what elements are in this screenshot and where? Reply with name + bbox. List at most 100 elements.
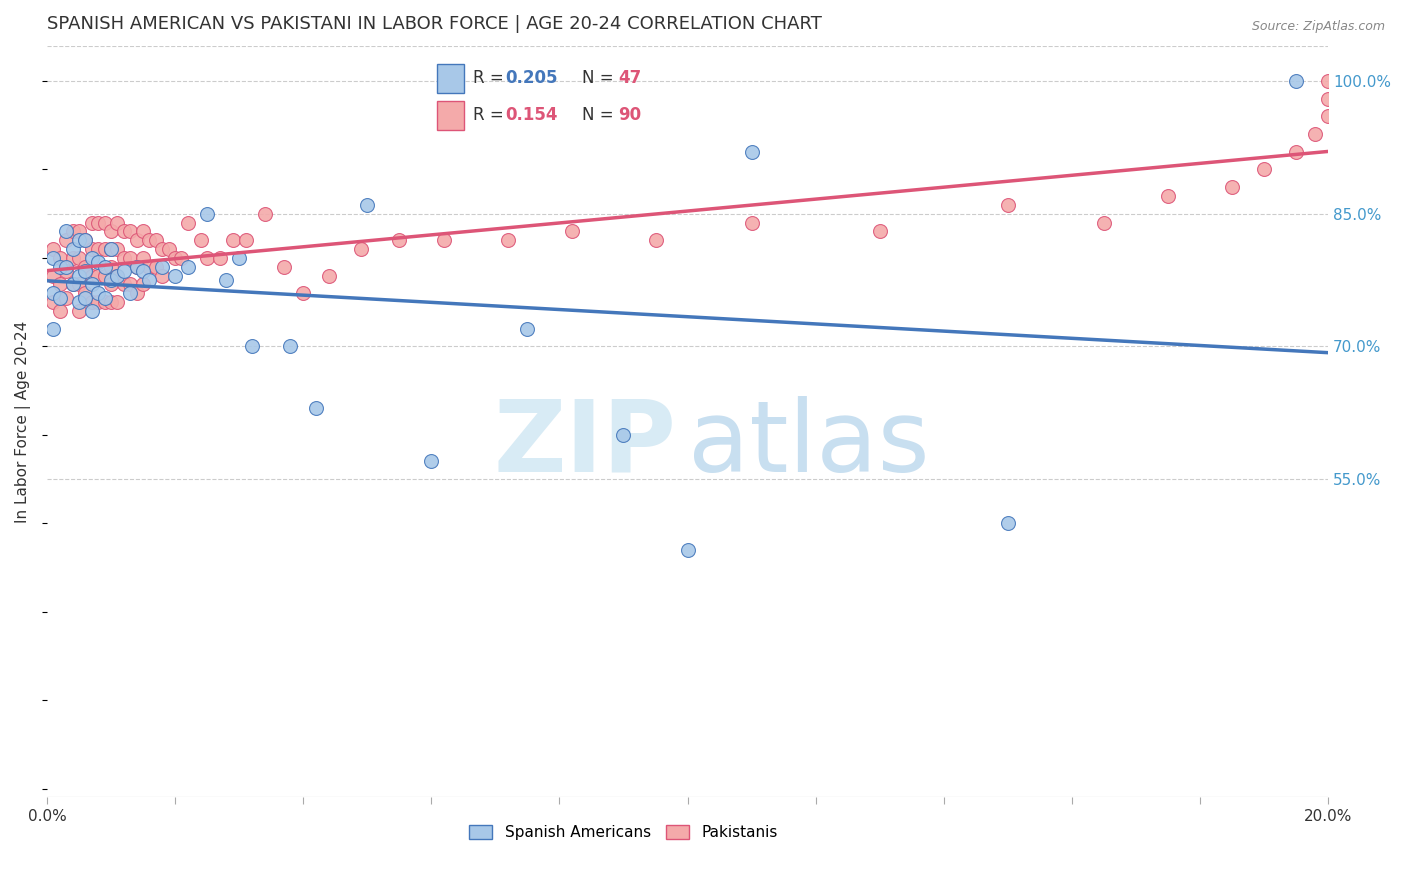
Point: [150, 260, 173, 274]
Point: [100, 242, 122, 256]
Point: [100, 295, 122, 310]
Bar: [437, 63, 464, 93]
Point: [869, 224, 891, 238]
Point: [55, 224, 77, 238]
Point: [55, 233, 77, 247]
Point: [87, 268, 110, 283]
Point: [138, 260, 160, 274]
Point: [292, 286, 315, 301]
Point: [67, 295, 90, 310]
Point: [87, 255, 110, 269]
Point: [112, 264, 135, 278]
Text: Source: ZipAtlas.com: Source: ZipAtlas.com: [1251, 20, 1385, 33]
Point: [208, 251, 231, 265]
Point: [177, 260, 200, 274]
Point: [132, 277, 155, 292]
Point: [107, 242, 129, 256]
Point: [235, 233, 257, 247]
Text: 90: 90: [619, 106, 641, 124]
Text: N =: N =: [582, 106, 619, 124]
Point: [100, 260, 122, 274]
Text: 0.154: 0.154: [506, 106, 558, 124]
Text: atlas: atlas: [689, 396, 931, 492]
Point: [87, 295, 110, 310]
Point: [240, 339, 263, 353]
Point: [75, 264, 97, 278]
Point: [165, 251, 187, 265]
Point: [644, 233, 666, 247]
Point: [228, 251, 250, 265]
Point: [80, 268, 103, 283]
Point: [676, 542, 699, 557]
Point: [49, 277, 72, 292]
Text: ZIP: ZIP: [494, 396, 676, 492]
Point: [125, 260, 148, 274]
Point: [138, 233, 160, 247]
Point: [350, 242, 373, 256]
Point: [75, 233, 97, 247]
Point: [132, 224, 155, 238]
Point: [93, 291, 115, 305]
Point: [100, 242, 122, 256]
Point: [80, 304, 103, 318]
Point: [112, 251, 135, 265]
Text: SPANISH AMERICAN VS PAKISTANI IN LABOR FORCE | AGE 20-24 CORRELATION CHART: SPANISH AMERICAN VS PAKISTANI IN LABOR F…: [46, 15, 823, 33]
Point: [107, 295, 129, 310]
Point: [75, 291, 97, 305]
Point: [100, 242, 122, 256]
Point: [190, 233, 212, 247]
Point: [62, 277, 84, 292]
Point: [100, 224, 122, 238]
Legend: Spanish Americans, Pakistanis: Spanish Americans, Pakistanis: [464, 819, 783, 847]
Point: [87, 242, 110, 256]
Point: [93, 295, 115, 310]
Point: [75, 260, 97, 274]
Point: [165, 268, 187, 283]
Point: [107, 216, 129, 230]
Point: [253, 207, 276, 221]
Point: [42, 286, 65, 301]
Point: [93, 260, 115, 274]
Point: [67, 233, 90, 247]
Point: [49, 291, 72, 305]
Point: [1253, 162, 1275, 177]
Point: [93, 242, 115, 256]
Point: [80, 295, 103, 310]
Point: [120, 251, 142, 265]
Point: [42, 242, 65, 256]
Point: [177, 216, 200, 230]
Text: 47: 47: [619, 70, 641, 87]
Point: [93, 268, 115, 283]
Point: [125, 260, 148, 274]
Point: [420, 454, 443, 468]
Text: N =: N =: [582, 70, 619, 87]
Point: [318, 268, 340, 283]
Point: [132, 251, 155, 265]
Point: [55, 291, 77, 305]
Point: [62, 277, 84, 292]
Point: [145, 260, 167, 274]
Point: [49, 260, 72, 274]
Point: [997, 198, 1019, 212]
Text: R =: R =: [472, 70, 509, 87]
Point: [87, 286, 110, 301]
Point: [170, 251, 193, 265]
Point: [80, 277, 103, 292]
Point: [150, 268, 173, 283]
Point: [1317, 110, 1340, 124]
Point: [433, 233, 456, 247]
Point: [516, 321, 538, 335]
Point: [80, 251, 103, 265]
Point: [280, 339, 302, 353]
Point: [215, 273, 238, 287]
Point: [42, 251, 65, 265]
Point: [62, 251, 84, 265]
Point: [496, 233, 519, 247]
Text: 0.205: 0.205: [506, 70, 558, 87]
Point: [67, 224, 90, 238]
Point: [561, 224, 583, 238]
Point: [1285, 74, 1308, 88]
Point: [55, 260, 77, 274]
Point: [997, 516, 1019, 531]
Point: [80, 216, 103, 230]
